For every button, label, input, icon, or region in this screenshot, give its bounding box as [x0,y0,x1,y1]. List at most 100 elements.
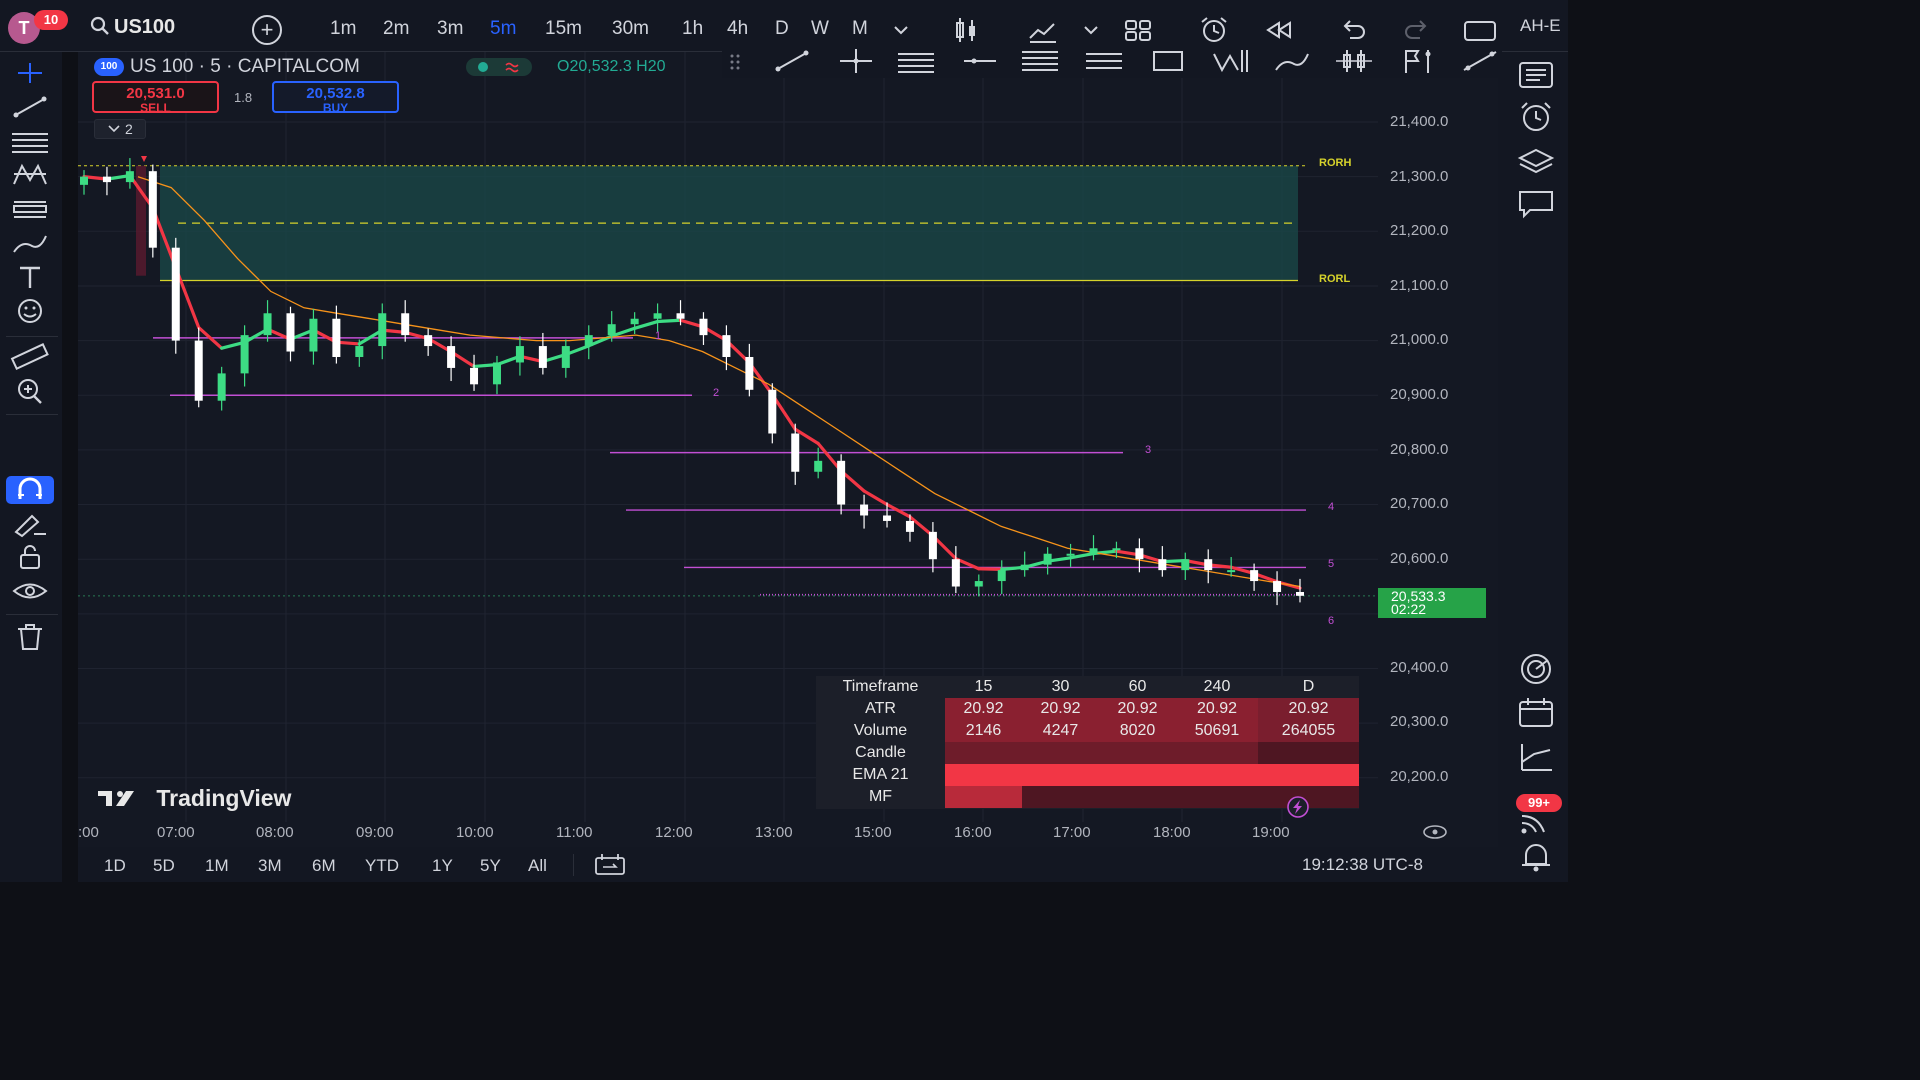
emoji-icon[interactable] [10,296,50,326]
price-tick: 20,300.0 [1390,713,1449,730]
timeframe-m[interactable]: M [852,18,868,39]
timeframe-1m[interactable]: 1m [330,18,357,39]
fib-retracement-icon[interactable] [1020,46,1060,76]
brush-icon[interactable] [1272,46,1312,76]
pattern-icon[interactable] [10,160,50,190]
table-cell: 20.92 [1196,700,1238,717]
indicators-collapse-button[interactable]: 2 [94,119,146,139]
bell-icon[interactable] [1516,840,1556,874]
text-tool-icon[interactable] [10,262,50,292]
undo-icon[interactable] [1338,14,1370,46]
timeframe-4h[interactable]: 4h [727,18,749,39]
table-header: 60 [1128,678,1147,695]
candle-up [653,313,662,319]
trading-panel-icon[interactable] [1516,740,1556,774]
market-status-badge[interactable] [466,58,532,76]
range-6m[interactable]: 6M [312,856,336,875]
horizontal-ray-icon[interactable] [960,46,1000,76]
time-tick: 18:00 [1153,824,1191,841]
timeframe-2m[interactable]: 2m [383,18,410,39]
ruler-icon[interactable] [10,342,50,372]
price-chart[interactable] [78,52,1498,847]
buy-button[interactable]: 20,532.8 BUY [272,81,399,114]
timeframe-d[interactable]: D [775,18,789,39]
trend-line-icon[interactable] [772,46,812,76]
indicators-icon[interactable] [1026,14,1060,46]
indicators-count: 2 [125,121,133,137]
drag-handle-icon[interactable] [728,46,742,76]
timeframe-1h[interactable]: 1h [682,18,704,39]
eye-icon[interactable] [10,576,50,606]
elliott-wave-icon[interactable] [1210,46,1250,76]
trend-line-icon[interactable] [10,92,50,122]
compare-symbol-button[interactable]: + [252,15,282,45]
candle-down [538,346,547,368]
layers-icon[interactable] [1516,144,1556,178]
parallel-channel-icon[interactable] [896,46,936,76]
symbol-search-button[interactable]: US100 [90,16,175,39]
brush-icon[interactable] [10,228,50,258]
candle-down [401,313,410,336]
range-1y[interactable]: 1Y [432,856,453,875]
lock-icon[interactable] [10,542,50,572]
zone-marker-icon [141,156,147,162]
range-3m[interactable]: 3M [258,856,282,875]
redo-icon[interactable] [1400,14,1432,46]
candle-up [515,346,524,363]
range-1d[interactable]: 1D [104,856,126,875]
date-range-icon[interactable] [594,852,628,876]
stay-in-drawing-icon[interactable] [10,508,50,538]
eye-icon[interactable] [1420,823,1450,841]
lightning-icon[interactable] [1281,796,1315,818]
session-label: AH-E [1520,16,1561,35]
cross-line-icon[interactable] [836,46,876,76]
range-1m[interactable]: 1M [205,856,229,875]
range-ytd[interactable]: YTD [365,856,399,875]
ema-fast-segment [197,325,224,350]
measure-icon[interactable] [1460,46,1500,76]
calendar-icon[interactable] [1516,696,1556,730]
fullscreen-icon[interactable] [1462,14,1498,46]
candle-down [1296,591,1304,596]
timeframe-15m[interactable]: 15m [545,18,582,39]
range-5d[interactable]: 5D [153,856,175,875]
replay-icon[interactable] [1264,14,1296,46]
table-cell: 264055 [1281,722,1336,739]
crosshair-icon[interactable] [10,58,50,88]
clock-timezone[interactable]: 19:12:38 UTC-8 [1302,855,1423,874]
zoom-in-icon[interactable] [10,376,50,406]
trash-icon[interactable] [10,622,50,652]
last-price-label: 20,533.3 02:22 [1378,588,1486,618]
horizontal-lines-icon[interactable] [10,126,50,156]
chevron-down-icon[interactable] [890,20,912,40]
candle-down [791,433,800,472]
chevron-down-icon[interactable] [1080,20,1102,40]
long-position-icon[interactable] [1334,46,1374,76]
ema-fast-segment [793,427,820,446]
fib-tools-icon[interactable] [10,194,50,224]
flag-icon[interactable] [1398,46,1438,76]
time-tick: 08:00 [256,824,294,841]
chat-icon[interactable] [1516,186,1556,220]
fib-extension-icon[interactable] [1084,46,1124,76]
timeframe-w[interactable]: W [811,18,829,39]
range-5y[interactable]: 5Y [480,856,501,875]
tradingview-watermark: TradingView [98,785,291,812]
target-icon[interactable] [1516,652,1556,686]
broadcast-icon[interactable] [1516,804,1556,838]
timeframe-3m[interactable]: 3m [437,18,464,39]
timeframe-5m[interactable]: 5m [490,18,517,39]
alerts-icon[interactable] [1516,100,1556,134]
sell-button[interactable]: 20,531.0 SELL [92,81,219,114]
table-header: 15 [974,678,993,695]
alert-clock-icon[interactable] [1198,14,1230,46]
layout-grid-icon[interactable] [1122,14,1154,46]
range-all[interactable]: All [528,856,547,875]
timeframe-30m[interactable]: 30m [612,18,649,39]
watchlist-icon[interactable] [1516,58,1556,92]
magnet-icon[interactable] [10,475,50,505]
candle-type-icon[interactable] [950,14,982,46]
level-label-6: 6 [1328,615,1335,627]
symbol-title[interactable]: 100 US 100 · 5 · CAPITALCOM [94,56,360,78]
rectangle-icon[interactable] [1148,46,1188,76]
